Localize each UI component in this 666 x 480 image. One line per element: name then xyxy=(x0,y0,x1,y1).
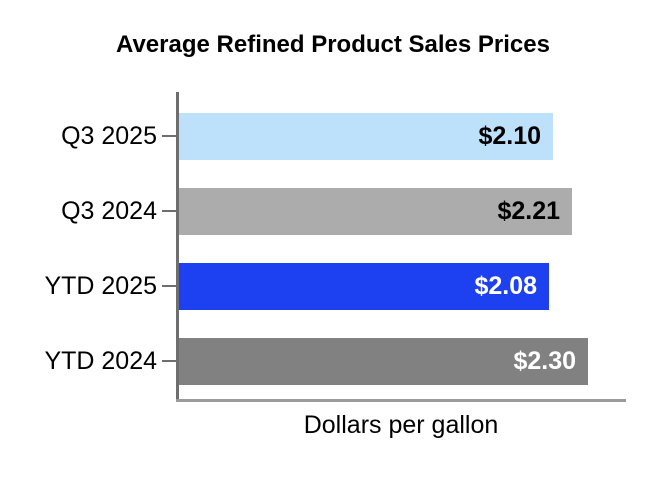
x-axis-title: Dollars per gallon xyxy=(303,411,499,439)
chart-title: Average Refined Product Sales Prices xyxy=(116,31,550,58)
category-label: YTD 2024 xyxy=(44,347,157,375)
bar: $2.21 xyxy=(179,188,572,235)
bar: $2.08 xyxy=(179,263,549,310)
y-axis-line xyxy=(176,92,179,402)
category-label: YTD 2025 xyxy=(44,272,157,300)
axis-tick xyxy=(162,210,176,212)
bar-row: Q3 2025 $2.10 xyxy=(0,113,666,160)
axis-tick xyxy=(162,135,176,137)
axis-tick xyxy=(162,285,176,287)
category-label: Q3 2024 xyxy=(61,197,157,225)
category-label: Q3 2025 xyxy=(61,122,157,150)
x-axis-line xyxy=(176,399,626,402)
bar-row: Q3 2024 $2.21 xyxy=(0,188,666,235)
bar: $2.30 xyxy=(179,338,588,385)
bar-row: YTD 2025 $2.08 xyxy=(0,263,666,310)
axis-tick xyxy=(162,360,176,362)
bar: $2.10 xyxy=(179,113,553,160)
bar-row: YTD 2024 $2.30 xyxy=(0,338,666,385)
